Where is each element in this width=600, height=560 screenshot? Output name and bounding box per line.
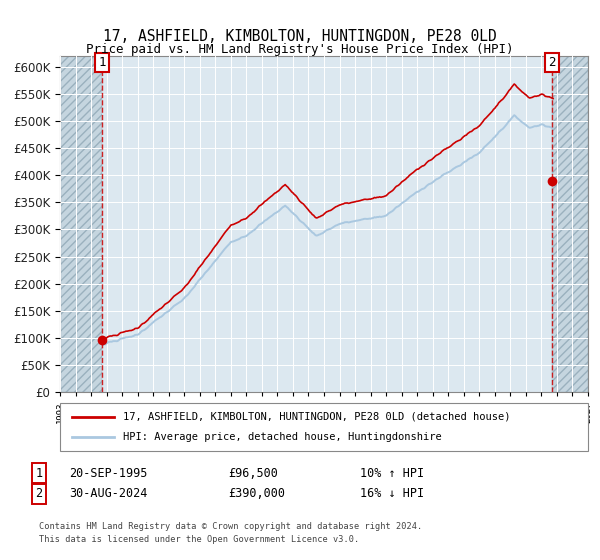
Polygon shape: [60, 56, 102, 392]
Text: 20-SEP-1995: 20-SEP-1995: [69, 466, 148, 480]
Text: £96,500: £96,500: [228, 466, 278, 480]
Text: 10% ↑ HPI: 10% ↑ HPI: [360, 466, 424, 480]
Text: Price paid vs. HM Land Registry's House Price Index (HPI): Price paid vs. HM Land Registry's House …: [86, 43, 514, 56]
Text: 1: 1: [98, 56, 106, 69]
Text: 1: 1: [35, 466, 43, 480]
Text: Contains HM Land Registry data © Crown copyright and database right 2024.
This d: Contains HM Land Registry data © Crown c…: [39, 522, 422, 544]
Text: 30-AUG-2024: 30-AUG-2024: [69, 487, 148, 501]
Text: 2: 2: [548, 56, 556, 69]
Polygon shape: [551, 56, 588, 392]
Text: £390,000: £390,000: [228, 487, 285, 501]
Text: HPI: Average price, detached house, Huntingdonshire: HPI: Average price, detached house, Hunt…: [123, 432, 442, 442]
Text: 17, ASHFIELD, KIMBOLTON, HUNTINGDON, PE28 0LD: 17, ASHFIELD, KIMBOLTON, HUNTINGDON, PE2…: [103, 29, 497, 44]
Text: 16% ↓ HPI: 16% ↓ HPI: [360, 487, 424, 501]
Text: 2: 2: [35, 487, 43, 501]
Text: 17, ASHFIELD, KIMBOLTON, HUNTINGDON, PE28 0LD (detached house): 17, ASHFIELD, KIMBOLTON, HUNTINGDON, PE2…: [123, 412, 511, 422]
